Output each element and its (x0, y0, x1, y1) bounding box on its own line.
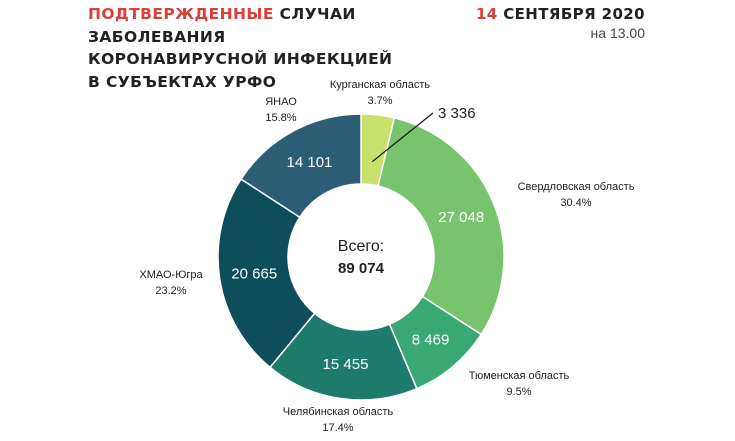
slice-name-label: Курганская область (330, 79, 431, 91)
slice-percent-label: 30.4% (560, 197, 591, 209)
slice-value-label: 15 455 (323, 356, 369, 373)
chart-labels: 3 336 Курганская область 3.7% 27 048 Свердло… (139, 79, 634, 434)
slice-name-label: Тюменская область (469, 370, 570, 382)
title-line-3: КОРОНАВИРУСНОЙ ИНФЕКЦИЕЙ (88, 50, 393, 68)
title-line-2: ЗАБОЛЕВАНИЯ (88, 27, 226, 46)
donut-slice (377, 117, 505, 336)
report-time: на 13.00 (590, 25, 645, 41)
slice-value-label: 27 048 (438, 209, 484, 226)
slice-value-label: 14 101 (287, 154, 333, 171)
title-line-4: В СУБЪЕКТАХ УРФО (88, 72, 277, 91)
center-total-value: 89 074 (338, 260, 385, 277)
donut-slice (240, 113, 362, 219)
slice-name-label: ХМАО-Югра (139, 269, 203, 281)
slice-value-label: 8 469 (412, 332, 450, 349)
slice-name-label: Свердловская область (518, 181, 635, 193)
slice-value-label: 20 665 (231, 265, 277, 282)
slice-name-label: Челябинская область (283, 406, 394, 418)
slice-name-label: ЯНАО (265, 96, 297, 108)
title-accent: ПОДТВЕРЖДЕННЫЕ (88, 5, 274, 23)
donut-slices (217, 113, 505, 401)
slice-percent-label: 9.5% (506, 386, 531, 398)
date-day: 14 (475, 5, 498, 23)
report-date: 14 СЕНТЯБРЯ 2020 (476, 4, 645, 24)
slice-value-label: 3 336 (438, 105, 476, 122)
slice-percent-label: 17.4% (322, 422, 353, 434)
slice-percent-label: 3.7% (367, 95, 392, 107)
date-month-year: СЕНТЯБРЯ 2020 (497, 5, 645, 23)
center-total-label: Всего: (338, 238, 384, 255)
title-line-1: ПОДТВЕРЖДЕННЫЕ СЛУЧАИ (88, 3, 392, 26)
chart-title: ПОДТВЕРЖДЕННЫЕ СЛУЧАИ ЗАБОЛЕВАНИЯ КОРОНА… (88, 3, 392, 93)
donut-slice (217, 178, 316, 369)
title-text: СЛУЧАИ (273, 5, 356, 23)
slice-percent-label: 15.8% (265, 112, 296, 124)
date-block: 14 СЕНТЯБРЯ 2020 на 13.00 (476, 4, 645, 42)
leader-line (371, 112, 434, 163)
slice-percent-label: 23.2% (155, 285, 186, 297)
